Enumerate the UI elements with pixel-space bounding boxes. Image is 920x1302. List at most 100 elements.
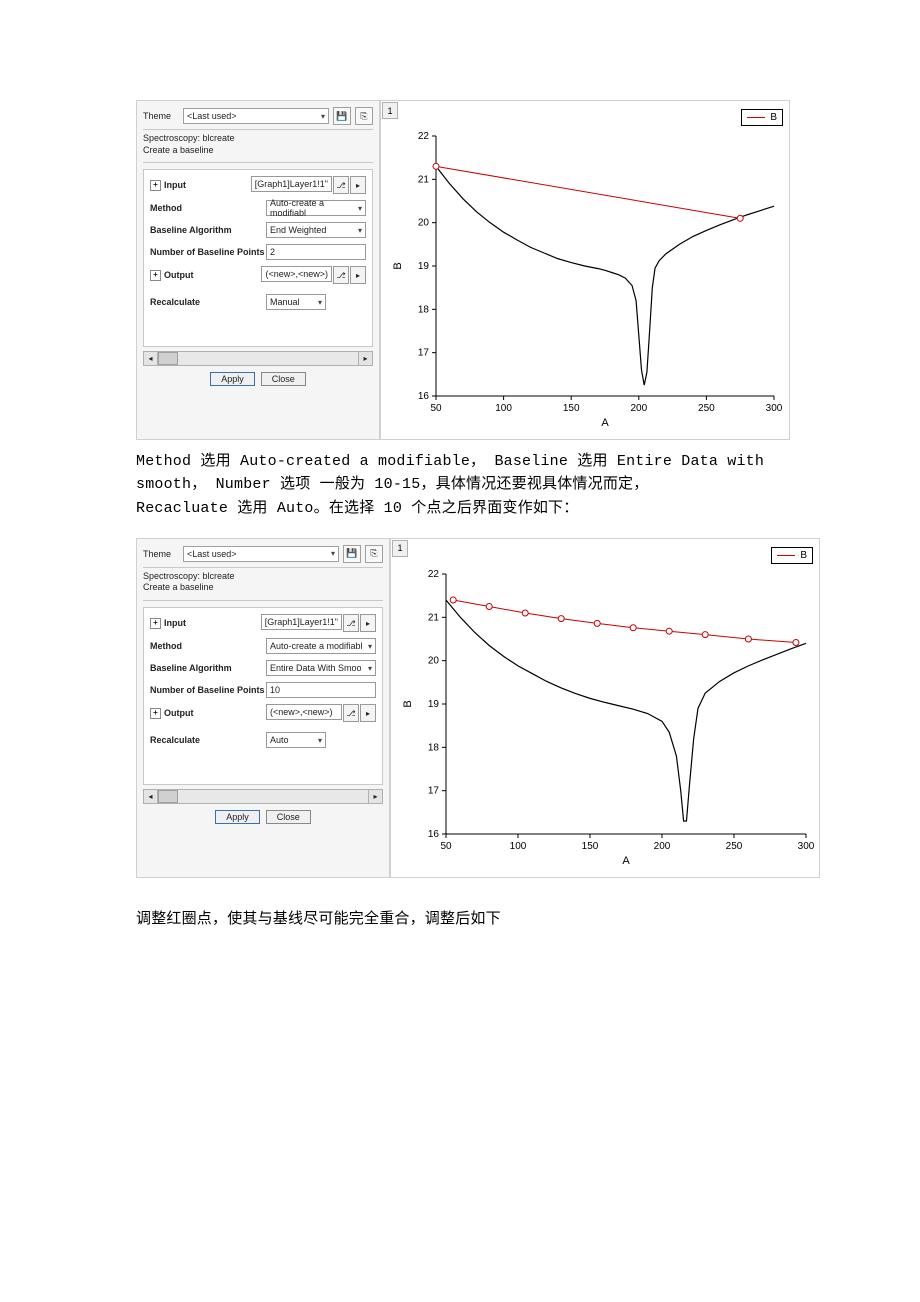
scroll-right-icon[interactable]: ▸ <box>368 790 382 803</box>
picker-icon[interactable]: ⎇ <box>333 176 349 194</box>
recalculate-label: Recalculate <box>150 297 266 307</box>
form-body: +Input [Graph1]Layer1!1" ⎇ ▸ Method Auto… <box>143 607 383 785</box>
svg-text:150: 150 <box>563 403 580 414</box>
arrow-right-icon[interactable]: ▸ <box>360 704 376 722</box>
copy-icon[interactable]: ⎘ <box>365 545 383 563</box>
svg-text:16: 16 <box>428 829 440 840</box>
npoints-label: Number of Baseline Points <box>150 685 266 695</box>
chart-legend: B <box>741 109 783 126</box>
arrow-right-icon[interactable]: ▸ <box>350 266 366 284</box>
save-icon[interactable]: 💾 <box>333 107 351 125</box>
output-field[interactable]: (<new>,<new>) <box>266 704 342 720</box>
layer-tab[interactable]: 1 <box>382 102 398 119</box>
svg-text:300: 300 <box>798 841 815 852</box>
recalculate-dropdown[interactable]: Manual▾ <box>266 294 326 310</box>
svg-text:21: 21 <box>418 174 430 185</box>
dialog-panel-1: Theme <Last used> ▾ 💾 ⎘ Spectroscopy: bl… <box>136 100 380 440</box>
chevron-down-icon: ▾ <box>331 549 335 558</box>
svg-text:100: 100 <box>510 841 527 852</box>
method-dropdown[interactable]: Auto-create a modifiabl▾ <box>266 200 366 216</box>
chevron-down-icon: ▾ <box>358 204 362 213</box>
output-label: Output <box>164 708 194 718</box>
input-label: Input <box>164 180 186 190</box>
method-label: Method <box>150 641 266 651</box>
svg-text:50: 50 <box>430 403 442 414</box>
algorithm-label: Baseline Algorithm <box>150 225 266 235</box>
svg-text:200: 200 <box>630 403 647 414</box>
npoints-label: Number of Baseline Points <box>150 247 266 257</box>
method-dropdown[interactable]: Auto-create a modifiabl▾ <box>266 638 376 654</box>
chevron-down-icon: ▾ <box>368 642 372 651</box>
svg-text:22: 22 <box>418 131 430 142</box>
picker-icon[interactable]: ⎇ <box>333 266 349 284</box>
figure-1: Theme <Last used> ▾ 💾 ⎘ Spectroscopy: bl… <box>136 100 790 440</box>
npoints-field[interactable]: 10 <box>266 682 376 698</box>
arrow-right-icon[interactable]: ▸ <box>350 176 366 194</box>
chart-area-2: 1 B 1617181920212250100150200250300AB <box>390 538 820 878</box>
algorithm-dropdown[interactable]: End Weighted▾ <box>266 222 366 238</box>
input-field[interactable]: [Graph1]Layer1!1" <box>261 614 342 630</box>
save-icon[interactable]: 💾 <box>343 545 361 563</box>
legend-label: B <box>800 550 807 561</box>
chevron-down-icon: ▾ <box>318 298 322 307</box>
expand-icon[interactable]: + <box>150 180 161 191</box>
input-field[interactable]: [Graph1]Layer1!1" <box>251 176 332 192</box>
theme-label: Theme <box>143 111 179 121</box>
algorithm-dropdown[interactable]: Entire Data With Smoo▾ <box>266 660 376 676</box>
svg-text:250: 250 <box>698 403 715 414</box>
chevron-down-icon: ▾ <box>368 664 372 673</box>
recalculate-label: Recalculate <box>150 735 266 745</box>
layer-tab[interactable]: 1 <box>392 540 408 557</box>
svg-text:17: 17 <box>418 348 430 359</box>
svg-text:21: 21 <box>428 612 440 623</box>
theme-label: Theme <box>143 549 179 559</box>
svg-text:18: 18 <box>418 304 430 315</box>
scroll-left-icon[interactable]: ◂ <box>144 352 158 365</box>
recalculate-dropdown[interactable]: Auto▾ <box>266 732 326 748</box>
apply-button[interactable]: Apply <box>215 810 260 824</box>
svg-text:B: B <box>402 700 414 707</box>
scroll-left-icon[interactable]: ◂ <box>144 790 158 803</box>
svg-text:19: 19 <box>428 699 440 710</box>
arrow-right-icon[interactable]: ▸ <box>360 614 376 632</box>
close-button[interactable]: Close <box>261 372 306 386</box>
form-body: +Input [Graph1]Layer1!1" ⎇ ▸ Method Auto… <box>143 169 373 347</box>
close-button[interactable]: Close <box>266 810 311 824</box>
expand-icon[interactable]: + <box>150 708 161 719</box>
method-label: Method <box>150 203 266 213</box>
expand-icon[interactable]: + <box>150 270 161 281</box>
svg-text:250: 250 <box>726 841 743 852</box>
picker-icon[interactable]: ⎇ <box>343 704 359 722</box>
dialog-description: Spectroscopy: blcreate Create a baseline <box>143 129 373 163</box>
legend-line-icon <box>747 117 765 118</box>
apply-button[interactable]: Apply <box>210 372 255 386</box>
theme-value: <Last used> <box>187 111 237 121</box>
svg-text:20: 20 <box>418 218 430 229</box>
svg-text:A: A <box>622 855 630 867</box>
horizontal-scrollbar[interactable]: ◂ ▸ <box>143 789 383 804</box>
input-label: Input <box>164 618 186 628</box>
theme-dropdown[interactable]: <Last used> ▾ <box>183 546 339 562</box>
svg-text:50: 50 <box>440 841 452 852</box>
expand-icon[interactable]: + <box>150 618 161 629</box>
svg-text:200: 200 <box>654 841 671 852</box>
svg-text:22: 22 <box>428 569 440 580</box>
svg-text:300: 300 <box>766 403 783 414</box>
output-field[interactable]: (<new>,<new>) <box>261 266 332 282</box>
picker-icon[interactable]: ⎇ <box>343 614 359 632</box>
dialog-panel-2: Theme <Last used> ▾ 💾 ⎘ Spectroscopy: bl… <box>136 538 390 878</box>
svg-text:150: 150 <box>582 841 599 852</box>
chevron-down-icon: ▾ <box>321 112 325 121</box>
npoints-field[interactable]: 2 <box>266 244 366 260</box>
svg-text:A: A <box>601 417 609 429</box>
legend-line-icon <box>777 555 795 556</box>
copy-icon[interactable]: ⎘ <box>355 107 373 125</box>
chart-legend: B <box>771 547 813 564</box>
horizontal-scrollbar[interactable]: ◂ ▸ <box>143 351 373 366</box>
svg-text:16: 16 <box>418 391 430 402</box>
svg-text:B: B <box>392 262 404 269</box>
figure-2: Theme <Last used> ▾ 💾 ⎘ Spectroscopy: bl… <box>136 538 790 878</box>
scroll-right-icon[interactable]: ▸ <box>358 352 372 365</box>
chevron-down-icon: ▾ <box>358 226 362 235</box>
theme-dropdown[interactable]: <Last used> ▾ <box>183 108 329 124</box>
